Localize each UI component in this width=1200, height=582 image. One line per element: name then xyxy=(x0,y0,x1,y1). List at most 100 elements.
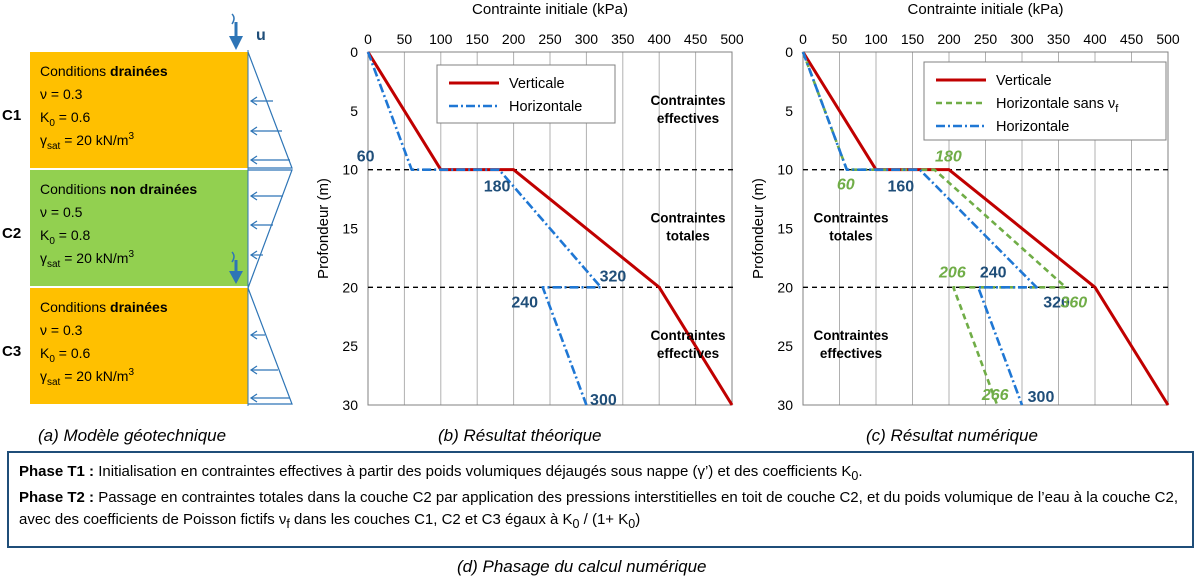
series-line-verticale xyxy=(801,51,1170,406)
phase-t2: Phase T2 : Passage en contraintes totale… xyxy=(19,489,1179,531)
x-tick-label: 350 xyxy=(611,31,635,47)
value-annotation: 240 xyxy=(980,264,1007,281)
plot-frame xyxy=(367,51,733,406)
y-tick-label: 10 xyxy=(777,162,793,178)
x-tick-label: 0 xyxy=(799,31,807,47)
layer-c1-nu: ν = 0.3 xyxy=(40,86,83,102)
layer-c2-box xyxy=(30,170,248,286)
value-annotation: 266 xyxy=(981,387,1009,404)
y-axis-title: Profondeur (m) xyxy=(315,178,332,279)
x-tick-label: 50 xyxy=(397,31,413,47)
value-annotation: 160 xyxy=(887,179,914,196)
value-annotation: 206 xyxy=(938,264,966,281)
x-tick-label: 300 xyxy=(1010,31,1034,47)
layer-c2-name: C2 xyxy=(2,225,21,242)
layer-c1-gamma: γsat = 20 kN/m3 xyxy=(40,131,134,152)
legend-label: Horizontale xyxy=(996,119,1069,135)
y-tick-label: 10 xyxy=(342,162,358,178)
zone-label: effectives xyxy=(820,346,882,361)
pressure-diagram-c3 xyxy=(247,287,293,405)
series-line-horizontale xyxy=(366,51,603,406)
caption-b: (b) Résultat théorique xyxy=(438,426,602,445)
layer-c3-conditions: Conditions drainées xyxy=(40,299,168,315)
value-annotation: 60 xyxy=(837,177,855,194)
y-axis-title: Profondeur (m) xyxy=(750,178,767,279)
x-tick-label: 200 xyxy=(937,31,961,47)
zone-label: Contraintes xyxy=(813,211,888,226)
x-tick-label: 150 xyxy=(901,31,925,47)
legend xyxy=(923,61,1167,141)
y-tick-label: 15 xyxy=(777,221,793,237)
layer-c2-gamma: γsat = 20 kN/m3 xyxy=(40,249,134,270)
y-tick-label: 0 xyxy=(785,44,793,60)
zone-label: totales xyxy=(829,229,873,244)
layer-c3-box xyxy=(30,288,248,404)
x-tick-label: 350 xyxy=(1047,31,1071,47)
legend-label: Horizontale sans νf xyxy=(996,96,1119,115)
layer-c1-conditions: Conditions drainées xyxy=(40,63,168,79)
y-tick-label: 25 xyxy=(777,338,793,354)
geotechnical-model: C1 C2 C3 Conditions drainées ν = 0.3 K0 … xyxy=(2,13,293,406)
zone-label: Contraintes xyxy=(650,93,725,108)
value-annotation: 300 xyxy=(590,392,617,409)
legend-label: Horizontale xyxy=(509,99,582,115)
series-line-verticale xyxy=(366,51,734,406)
chart-numerical: 0 50 100 150 200 250 300 350 400 450 500 0 5 10 15 20 25… xyxy=(750,1,1180,413)
x-tick-label: 250 xyxy=(974,31,998,47)
x-tick-label: 100 xyxy=(429,31,453,47)
zone-label: effectives xyxy=(657,111,719,126)
x-tick-label: 200 xyxy=(502,31,526,47)
value-annotation: 360 xyxy=(1060,294,1087,311)
plot-frame xyxy=(802,51,1169,406)
water-pressure-label: u xyxy=(256,27,266,44)
value-annotation: 180 xyxy=(935,149,962,166)
y-tick-label: 15 xyxy=(342,221,358,237)
y-tick-label: 25 xyxy=(342,338,358,354)
layer-c1-box xyxy=(30,52,248,168)
zone-label: Contraintes xyxy=(813,328,888,343)
phases-box: Phase T1 : Initialisation en contraintes… xyxy=(7,451,1194,548)
y-tick-label: 5 xyxy=(350,103,358,119)
x-tick-label: 500 xyxy=(1156,31,1180,47)
x-tick-label: 100 xyxy=(864,31,888,47)
x-tick-label: 400 xyxy=(1083,31,1107,47)
phase-t1: Phase T1 : Initialisation en contraintes… xyxy=(19,463,863,483)
water-table-arrow-c2 xyxy=(229,251,243,284)
layer-c2-nu: ν = 0.5 xyxy=(40,204,83,220)
x-tick-label: 150 xyxy=(466,31,490,47)
x-tick-label: 450 xyxy=(684,31,708,47)
x-tick-label: 50 xyxy=(832,31,848,47)
value-annotation: 320 xyxy=(1043,294,1070,311)
layer-c2-conditions: Conditions non drainées xyxy=(40,181,197,197)
layer-c3-nu: ν = 0.3 xyxy=(40,322,83,338)
x-tick-label: 500 xyxy=(720,31,744,47)
series-line-horizontale xyxy=(801,51,1038,406)
y-tick-label: 30 xyxy=(342,397,358,413)
y-tick-label: 0 xyxy=(350,44,358,60)
chart-theoretical: 0 50 100 150 200 250 300 350 400 450 500 0 5 10 15 20 25… xyxy=(315,1,744,413)
x-axis-title: Contrainte initiale (kPa) xyxy=(908,1,1064,18)
value-annotation: 180 xyxy=(484,179,511,196)
layer-c2-k0: K0 = 0.8 xyxy=(40,227,91,247)
zone-label: totales xyxy=(666,229,710,244)
x-tick-label: 250 xyxy=(538,31,562,47)
x-tick-label: 400 xyxy=(648,31,672,47)
legend xyxy=(436,64,616,124)
value-annotation: 240 xyxy=(511,294,538,311)
layer-c1-name: C1 xyxy=(2,107,21,124)
y-tick-label: 30 xyxy=(777,397,793,413)
water-table-arrow-top xyxy=(229,13,243,50)
pressure-diagram-c1 xyxy=(247,51,293,169)
caption-c: (c) Résultat numérique xyxy=(866,426,1038,445)
y-tick-label: 5 xyxy=(785,103,793,119)
layer-c3-name: C3 xyxy=(2,343,21,360)
x-axis-title: Contrainte initiale (kPa) xyxy=(472,1,628,18)
value-annotation: 320 xyxy=(600,268,627,285)
x-tick-label: 300 xyxy=(575,31,599,47)
caption-a: (a) Modèle géotechnique xyxy=(38,426,227,445)
x-tick-label: 0 xyxy=(364,31,372,47)
pressure-arrows xyxy=(249,96,290,403)
pressure-diagram-c2 xyxy=(247,169,293,289)
y-tick-label: 20 xyxy=(777,279,793,295)
caption-d: (d) Phasage du calcul numérique xyxy=(457,557,707,576)
